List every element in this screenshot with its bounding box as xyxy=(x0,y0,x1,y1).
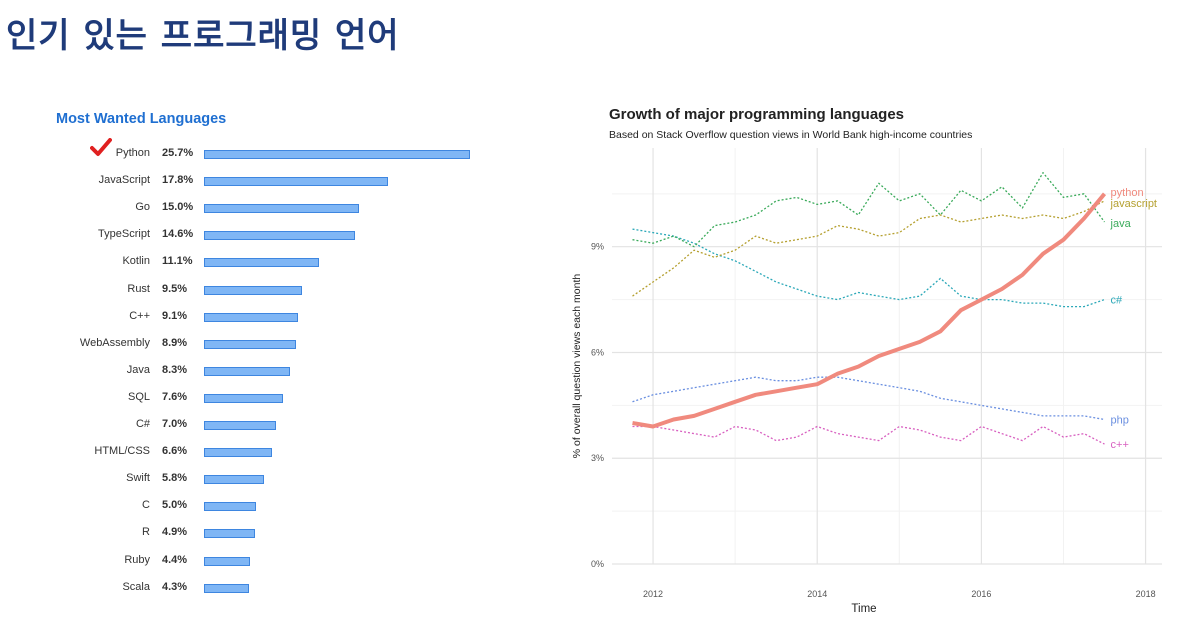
value-label: 4.3% xyxy=(162,580,188,593)
bar xyxy=(204,475,265,485)
line-chart-title: Growth of major programming languages xyxy=(609,106,905,123)
series-label: python xyxy=(1111,187,1144,199)
bar xyxy=(204,583,249,593)
value-label: 15.0% xyxy=(162,201,194,214)
bar xyxy=(204,502,256,512)
series-label: c# xyxy=(1111,295,1124,307)
x-tick-label: 2018 xyxy=(1136,589,1156,599)
bar xyxy=(204,421,277,430)
value-label: 25.7% xyxy=(162,147,194,159)
bar xyxy=(204,150,470,159)
category-label: C# xyxy=(135,418,150,430)
category-label: Python xyxy=(115,147,150,159)
value-label: 7.0% xyxy=(162,418,188,430)
y-tick-label: 6% xyxy=(591,347,604,357)
category-label: Ruby xyxy=(124,553,150,566)
value-label: 8.3% xyxy=(162,363,188,376)
bar xyxy=(204,177,389,187)
category-label: C xyxy=(142,499,150,512)
category-label: WebAssembly xyxy=(79,336,150,349)
category-label: Swift xyxy=(126,472,150,485)
bar xyxy=(204,312,299,322)
value-label: 17.8% xyxy=(162,174,194,187)
x-axis-label: Time xyxy=(851,603,876,615)
value-label: 5.8% xyxy=(162,472,188,485)
category-label: R xyxy=(142,526,150,539)
value-label: 4.4% xyxy=(162,553,188,566)
series-label: javascript xyxy=(1110,198,1157,210)
value-label: 9.5% xyxy=(162,282,188,295)
bar xyxy=(204,556,250,566)
category-label: C++ xyxy=(129,309,150,322)
bar xyxy=(204,448,273,458)
value-label: 6.6% xyxy=(162,445,188,458)
bar xyxy=(204,529,255,539)
x-tick-label: 2016 xyxy=(971,589,991,599)
category-label: Kotlin xyxy=(122,255,150,268)
bar xyxy=(204,204,360,214)
category-label: JavaScript xyxy=(98,174,150,187)
category-label: SQL xyxy=(127,390,150,403)
category-label: Java xyxy=(126,363,150,376)
series-line-php xyxy=(632,376,1105,421)
checkmark-icon xyxy=(90,138,112,156)
series-label: c++ xyxy=(1111,439,1129,451)
value-label: 14.6% xyxy=(162,228,194,241)
growth-line-chart: 0% 3% 6% 9% 2012 2014 2016 2018 Time % of overall… xyxy=(571,148,1162,615)
series-line-java xyxy=(632,172,1106,248)
series-label: java xyxy=(1110,218,1132,230)
series-line-javascript xyxy=(632,200,1105,297)
series-line-csharp xyxy=(632,228,1105,308)
value-label: 4.9% xyxy=(162,526,188,539)
category-label: TypeScript xyxy=(98,228,150,241)
category-label: Go xyxy=(135,201,150,214)
y-tick-label: 0% xyxy=(591,559,604,569)
y-tick-label: 9% xyxy=(591,242,604,252)
value-label: 8.9% xyxy=(162,336,188,349)
bar xyxy=(204,393,283,403)
series-line-python xyxy=(632,192,1107,429)
bar-chart-title: Most Wanted Languages xyxy=(56,111,227,127)
bar xyxy=(204,285,303,295)
bar xyxy=(204,231,356,241)
category-label: Scala xyxy=(122,580,150,593)
bar xyxy=(204,258,319,268)
bar xyxy=(204,366,290,376)
category-label: HTML/CSS xyxy=(94,445,150,458)
value-label: 11.1% xyxy=(162,255,193,268)
bar xyxy=(204,339,297,349)
y-axis-label: % of overall question views each month xyxy=(571,274,583,459)
y-tick-label: 3% xyxy=(591,453,604,463)
x-tick-label: 2012 xyxy=(643,589,663,599)
category-label: Rust xyxy=(127,282,150,295)
value-label: 9.1% xyxy=(162,309,188,322)
value-label: 5.0% xyxy=(162,499,188,512)
series-line-cpp xyxy=(632,425,1105,445)
x-tick-label: 2014 xyxy=(807,589,827,599)
value-label: 7.6% xyxy=(162,390,188,403)
slide-title: 인기 있는 프로그래밍 언어 xyxy=(6,16,400,56)
series-label: php xyxy=(1111,414,1129,426)
line-chart-subtitle: Based on Stack Overflow question views i… xyxy=(609,129,973,141)
